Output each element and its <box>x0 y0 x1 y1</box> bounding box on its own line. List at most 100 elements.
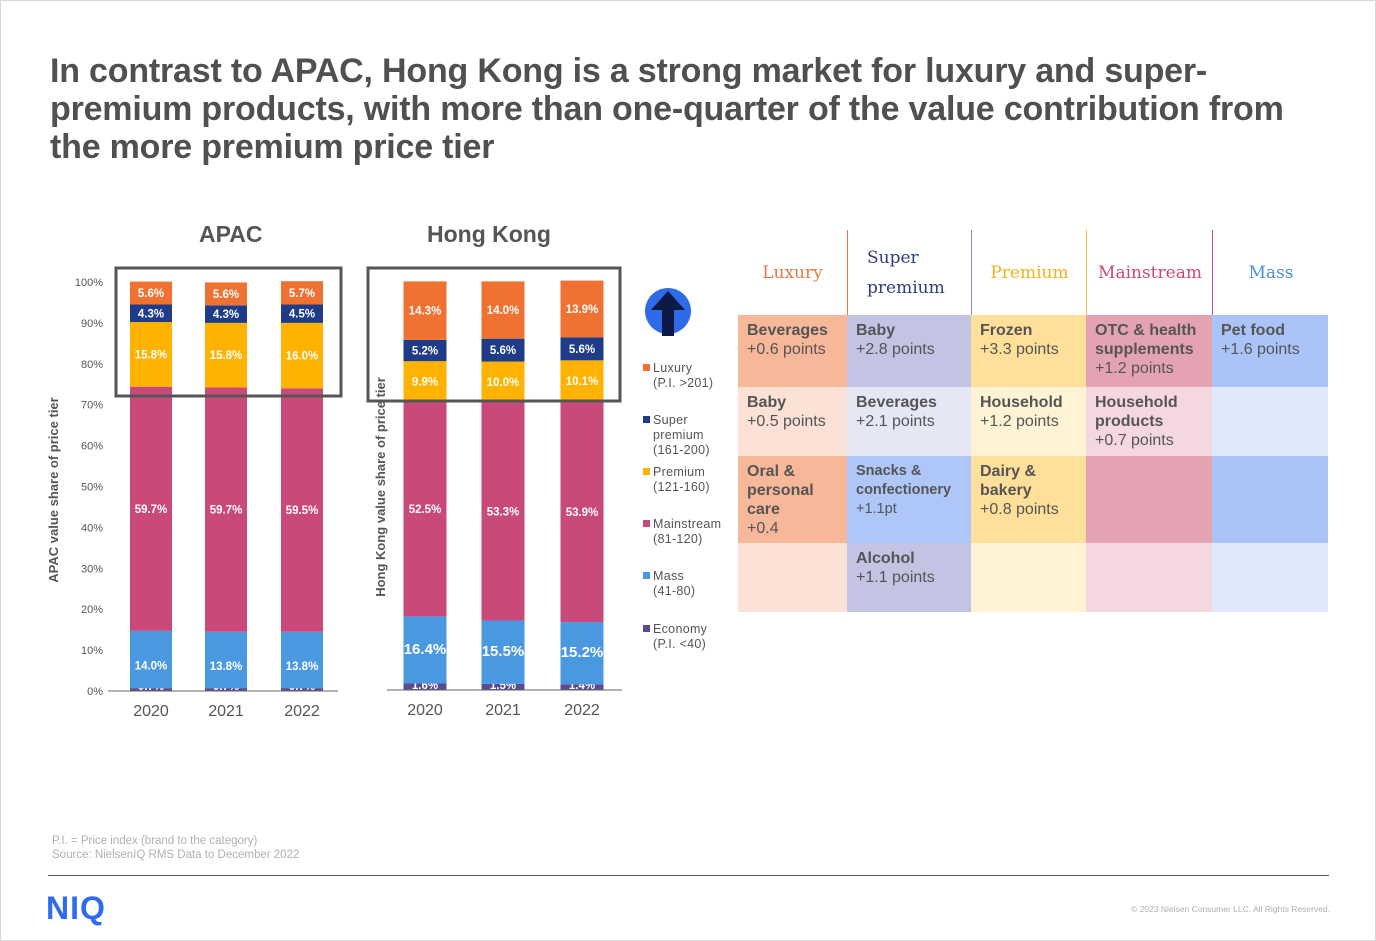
column-header-luxury: Luxury <box>762 262 823 283</box>
category-name: Baby <box>747 394 787 411</box>
table-cell <box>738 543 847 612</box>
legend-swatch <box>643 416 650 423</box>
category-name: Alcohol <box>856 550 915 567</box>
data-label: 16.4% <box>404 641 447 658</box>
legend-range: (161-200) <box>653 443 710 457</box>
bar-segment-mainstream <box>560 401 604 623</box>
y-tick-label: 100% <box>75 277 103 289</box>
column-header-premium: Premium <box>971 230 1087 315</box>
legend-swatch <box>643 364 650 371</box>
legend-item-super-premium: Super premium (161-200) <box>643 413 713 458</box>
data-label: 15.8% <box>210 350 243 362</box>
points-change: +1.1 points <box>856 569 935 586</box>
x-tick-label: 2022 <box>284 703 320 720</box>
slide-title: In contrast to APAC, Hong Kong is a stro… <box>50 52 1284 166</box>
data-label: 14.0% <box>487 305 520 317</box>
points-change: +0.7 points <box>1095 432 1174 449</box>
x-tick-label: 2020 <box>133 703 169 720</box>
category-name: Frozen <box>980 322 1033 339</box>
legend-item-premium: Premium (121-160) <box>643 465 710 495</box>
data-label: 13.9% <box>566 304 599 316</box>
bar-segment-premium <box>560 360 604 402</box>
data-label: 59.7% <box>135 504 168 516</box>
points-change: +0.4 <box>747 520 779 537</box>
points-change: +1.2 points <box>980 413 1059 430</box>
data-label: 4.3% <box>213 309 239 321</box>
data-label: 13.8% <box>286 661 319 673</box>
x-tick-label: 2021 <box>485 702 521 719</box>
category-name: Pet food <box>1221 322 1285 339</box>
x-tick-label: 2020 <box>407 702 443 719</box>
table-cell: Household products +0.7 points <box>1086 387 1212 456</box>
table-cell <box>971 543 1086 612</box>
bar-segment-economy <box>403 683 447 690</box>
data-label: 14.0% <box>135 661 168 673</box>
bar-segment-premium <box>130 322 172 387</box>
table-cell: Snacks & confectionery +1.1pt <box>847 456 971 543</box>
data-label: 14.3% <box>409 306 442 318</box>
bar-segment-mainstream <box>403 401 447 617</box>
category-name: Beverages <box>856 394 937 411</box>
y-tick-label: 10% <box>81 645 103 657</box>
y-tick-label: 50% <box>81 482 103 494</box>
bar-segment-luxury <box>560 280 604 338</box>
niq-logo: NIQ <box>46 890 106 926</box>
category-name: OTC & health supplements <box>1095 322 1197 358</box>
table-cell: Frozen +3.3 points <box>971 315 1086 387</box>
y-tick-label: 0% <box>87 686 103 698</box>
bar-segment-super-premium <box>481 338 525 362</box>
y-axis-label: APAC value share of price tier <box>46 397 61 582</box>
table-cell: Baby +0.5 points <box>738 387 847 456</box>
bar-segment-super-premium <box>403 339 447 362</box>
legend-item-luxury: Luxury (P.I. >201) <box>643 361 713 391</box>
bar-segment-mass <box>205 631 247 689</box>
points-change: +3.3 points <box>980 341 1059 358</box>
legend-swatch <box>643 572 650 579</box>
data-label: 5.7% <box>289 288 315 300</box>
data-label: 5.6% <box>213 289 239 301</box>
legend-range: (121-160) <box>653 480 710 494</box>
bar-segment-premium <box>403 361 447 402</box>
legend-range: (P.I. <40) <box>653 637 707 651</box>
bar-segment-economy <box>205 688 247 691</box>
y-axis-label: Hong Kong value share of price tier <box>373 377 388 597</box>
data-label: 5.2% <box>412 346 438 358</box>
data-label: 59.7% <box>210 505 243 517</box>
points-change: +1.1pt <box>856 501 897 517</box>
footnote: P.I. = Price index (brand to the categor… <box>52 834 299 862</box>
legend-swatch <box>643 468 650 475</box>
bar-segment-luxury <box>403 281 447 340</box>
table-cell <box>1086 543 1212 612</box>
y-tick-label: 40% <box>81 522 103 534</box>
bar-segment-premium <box>481 361 525 403</box>
bar-segment-super-premium <box>281 304 323 323</box>
arrow-up-circle-icon <box>645 288 691 336</box>
data-label: 15.5% <box>482 643 525 660</box>
bar-segment-luxury <box>281 281 323 305</box>
category-name: Snacks & confectionery <box>856 463 952 498</box>
bar-segment-mass <box>560 622 604 685</box>
legend-label: Super premium <box>653 413 704 442</box>
table-cell <box>1212 543 1328 612</box>
data-label: 13.8% <box>210 661 243 673</box>
points-change: +2.8 points <box>856 341 935 358</box>
category-name: Beverages <box>747 322 828 339</box>
points-change: +2.1 points <box>856 413 935 430</box>
table-cell: OTC & health supplements +1.2 points <box>1086 315 1212 387</box>
bar-segment-premium <box>281 322 323 389</box>
table-cell <box>1212 387 1328 456</box>
data-label: 16.0% <box>286 351 319 363</box>
category-name: Oral & personal care <box>747 463 814 518</box>
bar-segment-mainstream <box>205 387 247 632</box>
premium-highlight-box <box>366 266 622 403</box>
table-cell: Baby +2.8 points <box>847 315 971 387</box>
premium-highlight-box <box>114 266 343 398</box>
points-change: +1.6 points <box>1221 341 1300 358</box>
bar-segment-mass <box>403 616 447 684</box>
bar-segment-mass <box>130 630 172 689</box>
y-tick-label: 30% <box>81 563 103 575</box>
data-label: 9.9% <box>412 376 438 388</box>
category-name: Dairy & bakery <box>980 463 1037 499</box>
y-tick-label: 60% <box>81 441 103 453</box>
data-label: 4.3% <box>138 308 164 320</box>
